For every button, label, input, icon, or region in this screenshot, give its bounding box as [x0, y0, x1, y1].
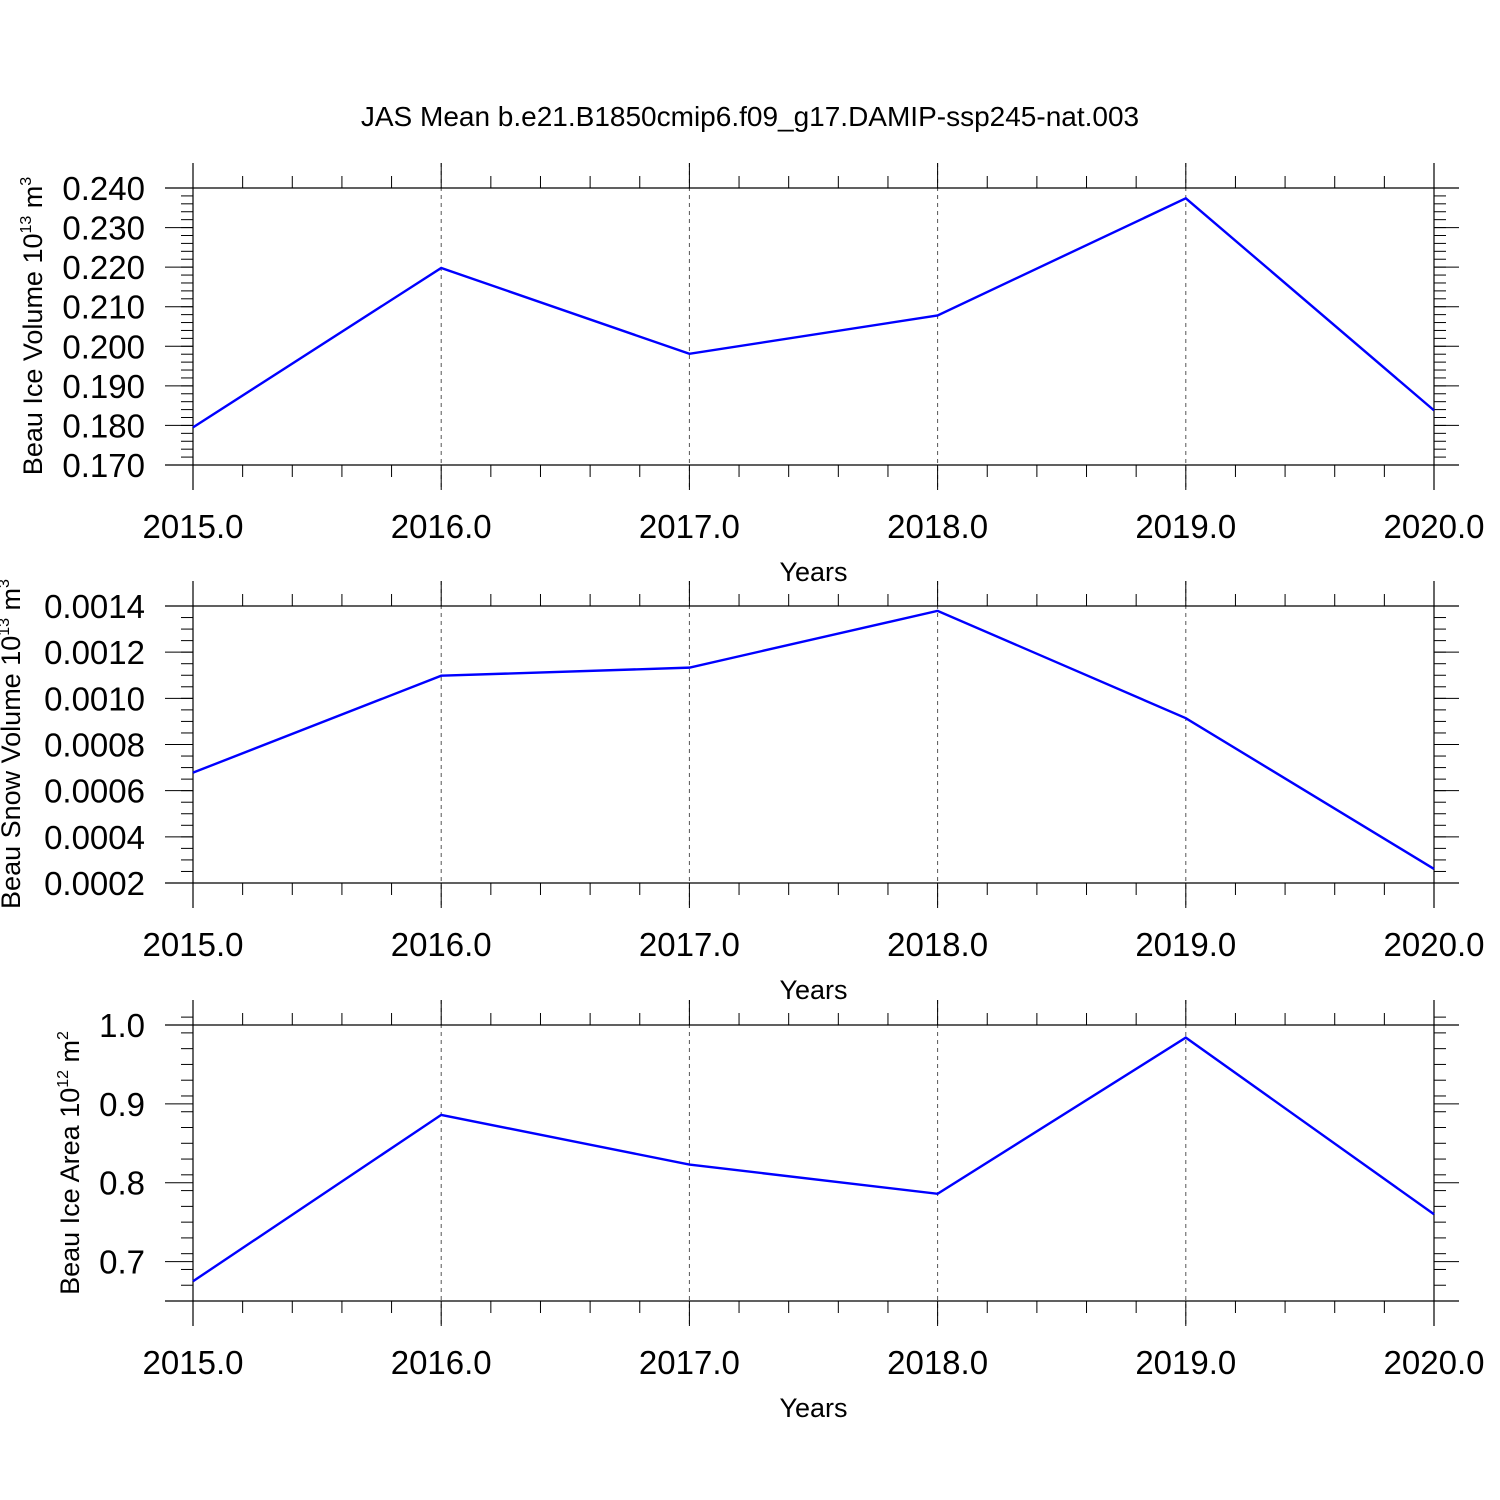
- x-tick-label: 2016.0: [391, 508, 492, 545]
- x-axis-label: Years: [779, 557, 847, 587]
- x-tick-label: 2019.0: [1135, 1344, 1236, 1381]
- y-axis-label: Beau Snow Volume 1013 m3: [0, 579, 26, 909]
- y-tick-label: 0.8: [99, 1165, 145, 1202]
- chart-panel-1: 0.1700.1800.1900.2000.2100.2200.2300.240…: [18, 163, 1484, 587]
- y-tick-label: 0.230: [62, 210, 145, 247]
- series-line: [192, 609, 1435, 870]
- x-tick-label: 2018.0: [887, 926, 988, 963]
- series-line: [192, 1036, 1435, 1283]
- y-tick-label: 0.0006: [44, 773, 145, 810]
- x-tick-label: 2019.0: [1135, 926, 1236, 963]
- y-axis-label-superscript: 3: [0, 579, 13, 588]
- x-tick-label: 2015.0: [143, 1344, 244, 1381]
- x-tick-label: 2017.0: [639, 926, 740, 963]
- y-axis-label: Beau Ice Area 1012 m2: [55, 1031, 85, 1295]
- x-tick-label: 2018.0: [887, 1344, 988, 1381]
- y-axis-label-superscript: 3: [18, 177, 35, 186]
- y-axis-label-superscript: 13: [18, 216, 35, 234]
- y-tick-label: 0.200: [62, 328, 145, 365]
- y-axis-label-text: m: [55, 1040, 85, 1070]
- y-axis-label-text: m: [0, 588, 26, 618]
- x-tick-label: 2020.0: [1384, 926, 1485, 963]
- x-tick-label: 2020.0: [1384, 508, 1485, 545]
- panels: 0.1700.1800.1900.2000.2100.2200.2300.240…: [0, 163, 1484, 1423]
- y-axis-label-superscript: 12: [55, 1070, 72, 1088]
- y-tick-label: 0.9: [99, 1086, 145, 1123]
- x-axis-label: Years: [779, 1393, 847, 1423]
- y-tick-label: 0.220: [62, 249, 145, 286]
- x-tick-label: 2017.0: [639, 508, 740, 545]
- y-tick-label: 1.0: [99, 1007, 145, 1044]
- y-axis-label: Beau Ice Volume 1013 m3: [18, 177, 48, 475]
- y-axis-label-text: Beau Ice Volume 10: [18, 234, 48, 476]
- y-tick-label: 0.240: [62, 170, 145, 207]
- y-tick-label: 0.180: [62, 407, 145, 444]
- series-line: [192, 196, 1435, 429]
- y-axis-label-text: Beau Snow Volume 10: [0, 636, 26, 909]
- y-tick-label: 0.7: [99, 1244, 145, 1281]
- x-tick-label: 2020.0: [1384, 1344, 1485, 1381]
- x-tick-label: 2018.0: [887, 508, 988, 545]
- y-axis-label-superscript: 13: [0, 618, 13, 636]
- y-tick-label: 0.0008: [44, 727, 145, 764]
- y-axis-label-text: Beau Ice Area 10: [55, 1088, 85, 1295]
- x-tick-label: 2015.0: [143, 508, 244, 545]
- x-tick-label: 2017.0: [639, 1344, 740, 1381]
- y-tick-label: 0.170: [62, 447, 145, 484]
- y-tick-label: 0.0012: [44, 634, 145, 671]
- chart-panel-3: 0.7 0.8 0.9 1.0 2015.0 2016.0 2017.0 2018.0 2019…: [55, 1000, 1484, 1423]
- y-tick-label: 0.0014: [44, 588, 145, 625]
- y-tick-label: 0.210: [62, 289, 145, 326]
- chart-panel-2: 0.0002 0.0004 0.0006 0.0008 0.0010 0.0012 0.00…: [0, 579, 1484, 1005]
- x-axis-label: Years: [779, 975, 847, 1005]
- y-tick-label: 0.0002: [44, 865, 145, 902]
- x-tick-label: 2019.0: [1135, 508, 1236, 545]
- x-tick-label: 2015.0: [143, 926, 244, 963]
- figure-title: JAS Mean b.e21.B1850cmip6.f09_g17.DAMIP-…: [361, 101, 1139, 132]
- y-tick-label: 0.0004: [44, 819, 145, 856]
- y-axis-label-text: m: [18, 186, 48, 216]
- y-tick-label: 0.190: [62, 368, 145, 405]
- x-tick-label: 2016.0: [391, 1344, 492, 1381]
- y-axis-label-superscript: 2: [55, 1031, 72, 1040]
- x-tick-label: 2016.0: [391, 926, 492, 963]
- y-tick-label: 0.0010: [44, 680, 145, 717]
